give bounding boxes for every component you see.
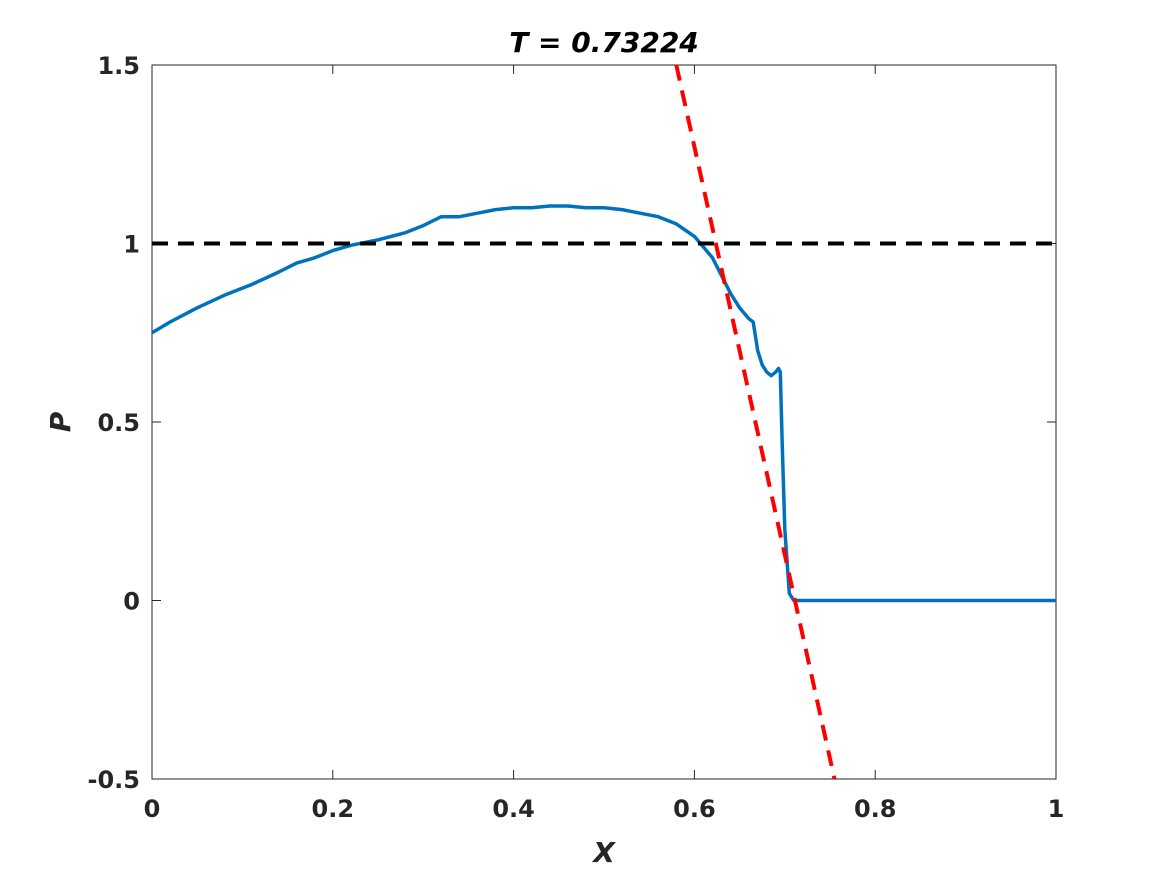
plot-area: 0 0.2 0.4 0.6 0.8 1-0.500.511.5	[88, 52, 1065, 823]
x-tick-label: 0	[144, 795, 161, 823]
chart-title: T = 0.73224	[509, 26, 699, 59]
y-tick-label: 1	[123, 231, 140, 259]
series-line-2	[674, 65, 837, 779]
x-tick-label: 0.4	[492, 795, 535, 823]
series-line-0	[152, 204, 1056, 603]
y-tick-label: 1.5	[97, 52, 140, 80]
plot-frame	[151, 64, 1057, 780]
x-tick-label: 0.8	[854, 795, 897, 823]
x-tick-label: 0.6	[673, 795, 716, 823]
y-tick-label: 0.5	[97, 409, 140, 437]
x-tick-label: 0.2	[312, 795, 355, 823]
y-axis-title: P	[44, 411, 77, 432]
x-tick-label: 1	[1048, 795, 1065, 823]
x-axis-title: X	[591, 836, 616, 869]
y-tick-label: 0	[123, 588, 140, 616]
y-tick-label: -0.5	[88, 766, 140, 794]
